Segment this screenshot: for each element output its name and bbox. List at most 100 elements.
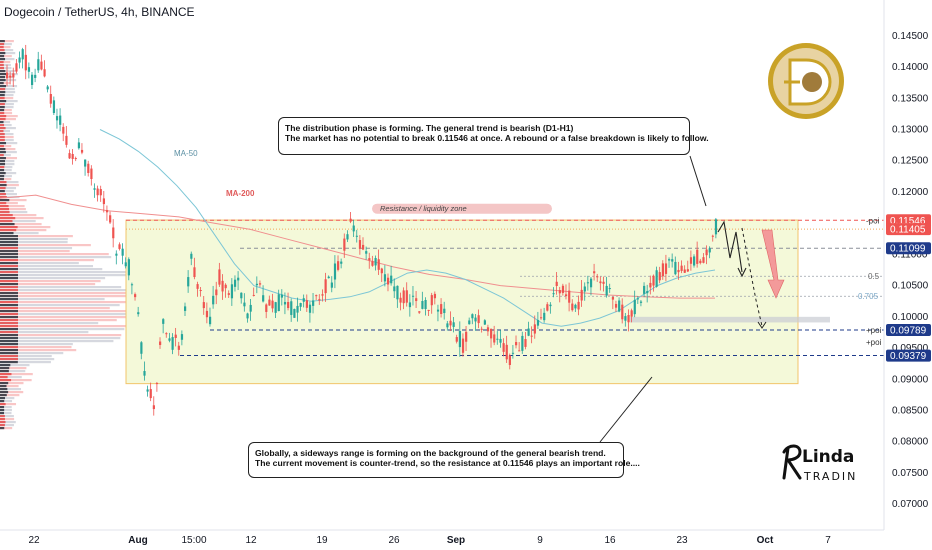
profile-bar bbox=[0, 313, 141, 316]
candle bbox=[680, 260, 683, 274]
candle bbox=[671, 253, 674, 268]
candle-body bbox=[621, 304, 624, 320]
candle bbox=[230, 278, 234, 306]
profile-bar-core bbox=[0, 94, 5, 97]
candle-body bbox=[287, 301, 290, 309]
candle bbox=[90, 165, 93, 186]
candle-body bbox=[708, 248, 711, 253]
profile-bar bbox=[0, 160, 15, 163]
candle bbox=[268, 295, 271, 306]
candle bbox=[193, 257, 196, 280]
profile-bar bbox=[0, 382, 24, 385]
candle-body bbox=[324, 279, 327, 294]
profile-bar bbox=[0, 292, 167, 295]
profile-bar bbox=[0, 370, 26, 373]
profile-bar bbox=[0, 337, 121, 340]
candle-body bbox=[333, 263, 337, 280]
profile-bar-core bbox=[0, 79, 6, 82]
profile-bar-core bbox=[0, 91, 6, 94]
candle-body bbox=[71, 153, 74, 159]
profile-bar bbox=[0, 181, 19, 184]
profile-bar bbox=[0, 409, 12, 412]
profile-bar bbox=[0, 79, 17, 82]
candle-body bbox=[9, 75, 12, 78]
price-axis: 0.14500 0.14000 0.13500 0.13000 0.12500 0.120… bbox=[883, 0, 932, 550]
profile-bar bbox=[0, 424, 14, 427]
profile-bar bbox=[0, 349, 77, 352]
profile-bar bbox=[0, 235, 73, 238]
profile-bar bbox=[0, 271, 135, 274]
candle bbox=[187, 270, 190, 293]
candle-body bbox=[77, 142, 81, 149]
profile-bar bbox=[0, 262, 79, 265]
candle-body bbox=[162, 319, 165, 324]
candle-body bbox=[571, 303, 574, 311]
profile-bar-core bbox=[0, 310, 18, 313]
candle-body bbox=[596, 276, 599, 278]
projection-dashed bbox=[741, 227, 763, 327]
price-tick: 0.08500 bbox=[892, 405, 929, 416]
profile-bar-core bbox=[0, 259, 18, 262]
profile-bar-core bbox=[0, 199, 10, 202]
profile-bar bbox=[0, 391, 24, 394]
profile-bar-core bbox=[0, 121, 4, 124]
candle-body bbox=[37, 59, 40, 71]
profile-bar-core bbox=[0, 226, 18, 229]
profile-bar-core bbox=[0, 271, 18, 274]
candle bbox=[177, 341, 180, 356]
candle-body bbox=[343, 238, 346, 251]
candle-body bbox=[649, 282, 652, 288]
candle bbox=[677, 261, 680, 280]
candle-body bbox=[59, 115, 62, 125]
time-tick: Sep bbox=[447, 535, 465, 546]
candle bbox=[165, 332, 168, 338]
candle bbox=[536, 311, 540, 329]
profile-bar bbox=[0, 403, 17, 406]
candle bbox=[714, 217, 718, 239]
candle-body bbox=[105, 210, 109, 213]
price-label-text: 0.11099 bbox=[890, 244, 926, 255]
candle bbox=[474, 313, 477, 331]
candle-body bbox=[568, 290, 571, 303]
profile-bar-core bbox=[0, 373, 12, 376]
analysis-note-bottom: Globally, a sideways range is forming on… bbox=[248, 442, 640, 478]
candle-body bbox=[315, 295, 318, 297]
candle bbox=[549, 302, 552, 314]
candle-body bbox=[543, 312, 546, 321]
candle-body bbox=[84, 159, 87, 167]
candle-body bbox=[486, 327, 490, 332]
candle bbox=[37, 51, 40, 73]
candle-body bbox=[589, 278, 593, 288]
candle-body bbox=[202, 302, 205, 309]
profile-bar-core bbox=[0, 295, 18, 298]
candle-body bbox=[399, 297, 402, 303]
candle-body bbox=[118, 244, 121, 249]
profile-bar-core bbox=[0, 361, 18, 364]
candle-body bbox=[386, 277, 390, 285]
price-label-text: 0.09379 bbox=[890, 351, 927, 362]
candle bbox=[224, 283, 227, 298]
candle bbox=[74, 156, 77, 162]
profile-bar-core bbox=[0, 43, 5, 46]
candle bbox=[493, 325, 496, 346]
candle bbox=[649, 275, 652, 295]
candle bbox=[12, 67, 15, 87]
profile-bar bbox=[0, 334, 122, 337]
candle bbox=[46, 85, 49, 93]
profile-bar-core bbox=[0, 256, 18, 259]
profile-bar-core bbox=[0, 325, 18, 328]
candle-body bbox=[636, 298, 640, 300]
profile-bar bbox=[0, 277, 106, 280]
candle bbox=[168, 332, 171, 343]
candle bbox=[652, 274, 655, 292]
price-axis-bg bbox=[884, 0, 932, 550]
profile-bar bbox=[0, 130, 10, 133]
profile-bar-core bbox=[0, 148, 6, 151]
candle bbox=[340, 258, 343, 269]
candle-body bbox=[608, 288, 611, 290]
candle-body bbox=[74, 158, 77, 160]
candle-body bbox=[352, 225, 355, 232]
candle-body bbox=[340, 261, 343, 264]
profile-bar bbox=[0, 295, 173, 298]
